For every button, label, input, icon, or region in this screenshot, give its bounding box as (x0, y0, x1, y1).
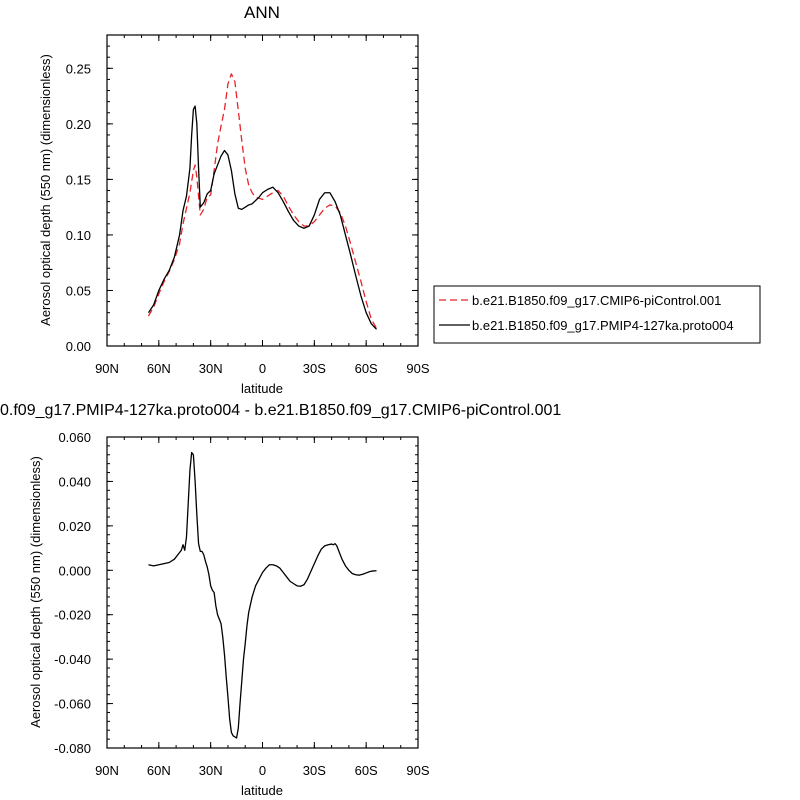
bottom-y-tick-label: 0.060 (58, 430, 91, 445)
legend-label-127ka: b.e21.B1850.f09_g17.PMIP4-127ka.proto004 (472, 318, 734, 333)
bottom-chart-title: 0.f09_g17.PMIP4-127ka.proto004 - b.e21.B… (0, 402, 561, 419)
legend: b.e21.B1850.f09_g17.CMIP6-piControl.001 … (433, 285, 761, 344)
bottom-plot-frame (106, 436, 419, 749)
bottom-y-axis-label: Aerosol optical depth (550 nm) (dimensio… (28, 456, 43, 728)
bottom-x-tick-label: 60S (355, 763, 378, 778)
top-series-line-0 (147, 73, 378, 329)
top-x-tick-label: 60N (147, 361, 171, 376)
bottom-x-tick-label: 90N (95, 763, 119, 778)
bottom-x-tick-label: 30N (199, 763, 223, 778)
bottom-y-tick-label: 0.000 (58, 563, 91, 578)
bottom-axis-ticks: 90N 60N 30N 0 30S 60S 90S 0.060 0.040 0.020 0.000 -… (54, 430, 430, 778)
bottom-panel: 0.f09_g17.PMIP4-127ka.proto004 - b.e21.B… (0, 402, 561, 798)
top-x-tick-label: 90N (95, 361, 119, 376)
bottom-y-tick-label: -0.020 (54, 608, 91, 623)
top-y-tick-label: 0.20 (66, 117, 91, 132)
top-x-axis-label: latitude (241, 381, 283, 396)
bottom-x-tick-label: 30S (303, 763, 326, 778)
top-x-tick-label: 30S (303, 361, 326, 376)
legend-frame (433, 285, 761, 344)
top-series-line-1 (147, 105, 378, 330)
bottom-y-tick-label: 0.020 (58, 519, 91, 534)
legend-label-piControl: b.e21.B1850.f09_g17.CMIP6-piControl.001 (472, 293, 721, 308)
top-series-lines (147, 73, 378, 330)
top-x-tick-label: 30N (199, 361, 223, 376)
bottom-y-tick-label: -0.080 (54, 741, 91, 756)
bottom-x-tick-label: 60N (147, 763, 171, 778)
top-y-tick-label: 0.05 (66, 283, 91, 298)
top-chart-title: ANN (244, 3, 280, 22)
top-y-axis-label: Aerosol optical depth (550 nm) (dimensio… (38, 54, 53, 326)
top-panel: ANN latitude Aerosol optical depth (550 … (38, 3, 761, 396)
bottom-x-tick-label: 0 (259, 763, 266, 778)
bottom-y-tick-label: -0.060 (54, 697, 91, 712)
top-y-tick-label: 0.00 (66, 339, 91, 354)
top-y-tick-label: 0.25 (66, 61, 91, 76)
top-plot-frame (106, 34, 419, 347)
top-x-tick-label: 60S (355, 361, 378, 376)
top-axis-ticks: 90N 60N 30N 0 30S 60S 90S 0.00 0.05 0.10 0.15 0.20 0… (66, 34, 430, 376)
top-x-tick-label: 0 (259, 361, 266, 376)
top-y-tick-label: 0.15 (66, 172, 91, 187)
bottom-x-axis-label: latitude (241, 783, 283, 798)
bottom-series-lines (148, 451, 377, 739)
bottom-series-line-0 (148, 451, 377, 739)
top-x-tick-label: 90S (406, 361, 429, 376)
bottom-y-tick-label: 0.040 (58, 474, 91, 489)
bottom-x-tick-label: 90S (406, 763, 429, 778)
bottom-y-tick-label: -0.040 (54, 652, 91, 667)
top-y-tick-label: 0.10 (66, 228, 91, 243)
